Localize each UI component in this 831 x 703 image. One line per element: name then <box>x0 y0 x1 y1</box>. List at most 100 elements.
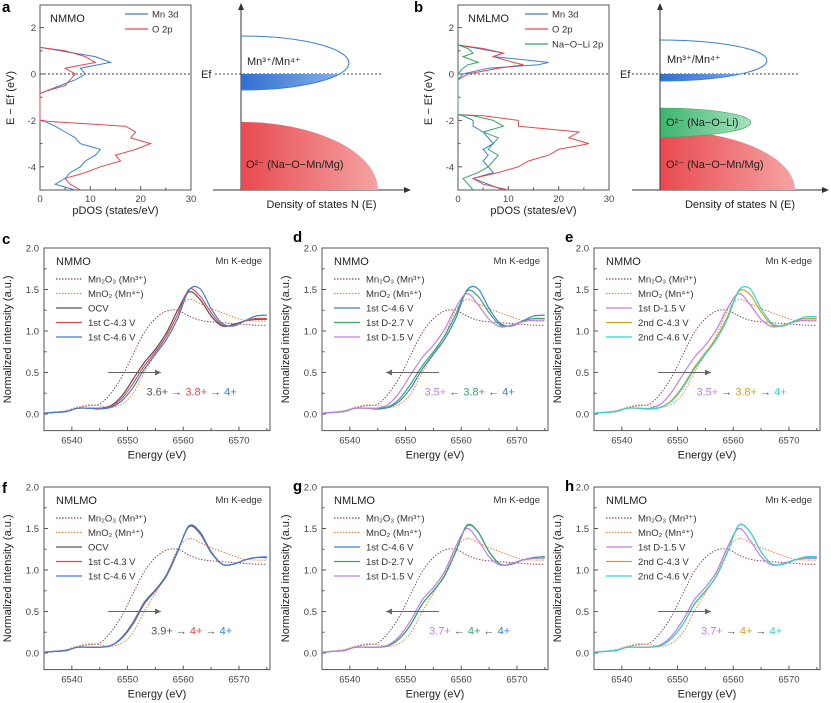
arrowhead-icon <box>386 369 393 376</box>
legend-label: 1st D-2.7 V <box>366 318 414 329</box>
x-tick-label: 6550 <box>117 436 138 447</box>
material-label: NMMO <box>606 256 641 268</box>
series-line-o2p <box>457 44 590 191</box>
y-tick-label: -4 <box>28 162 36 173</box>
xanes-panel-f: 0.0 0.5 1.0 1.5 2.0 6540 6550 6560 6570 Energy (e… <box>2 483 271 701</box>
oxidation-state: 4+ <box>770 626 783 638</box>
y-tick-label: 2.0 <box>304 244 317 255</box>
oxidation-state: 4+ <box>468 626 481 638</box>
y-tick-label: 2.0 <box>576 244 589 255</box>
legend-label: 2nd C-4.6 V <box>638 572 689 583</box>
y-tick-label: 2.0 <box>26 483 39 494</box>
y-tick-label: 0.0 <box>304 649 317 660</box>
band-label: O²⁻ (Na−O−Li) <box>666 117 738 129</box>
oxidation-state: → <box>168 387 185 399</box>
y-axis-title: E − Ef (eV) <box>5 71 17 125</box>
edge-label: Mn K-edge <box>494 495 540 506</box>
oxidation-state: ← <box>451 626 468 638</box>
y-tick-label: 2 <box>449 23 454 34</box>
y-axis-title: E − Ef (eV) <box>423 71 435 125</box>
legend-label: MnO₂ (Mn⁴⁺) <box>366 528 422 539</box>
oxidation-state-sequence: 3.6+ → 3.8+ → 4+ <box>146 387 236 399</box>
legend-label: 1st C-4.3 V <box>88 318 136 329</box>
x-axis-title: Energy (eV) <box>406 450 465 462</box>
x-tick-label: 6550 <box>667 436 688 447</box>
y-tick-label: 1.5 <box>576 285 589 296</box>
legend-label: Mn₂O₃ (Mn³⁺) <box>366 275 424 286</box>
x-axis-title: Energy (eV) <box>128 689 187 701</box>
x-axis-title: Energy (eV) <box>406 689 465 701</box>
legend-label: OCV <box>88 304 109 315</box>
arrowhead-icon <box>404 187 411 193</box>
x-tick-label: 6560 <box>723 675 744 686</box>
legend-label: 1st C-4.6 V <box>88 333 136 344</box>
band-label: Mn³⁺/Mn⁴⁺ <box>247 56 301 68</box>
y-tick-label: 1.0 <box>304 327 317 338</box>
edge-label: Mn K-edge <box>216 495 262 506</box>
legend-label: Mn₂O₃ (Mn³⁺) <box>88 275 146 286</box>
oxidation-state: → <box>757 387 774 399</box>
y-tick-label: -2 <box>28 116 36 127</box>
legend-label: 1st D-1.5 V <box>638 543 686 554</box>
plot-frame <box>593 247 821 432</box>
edge-label: Mn K-edge <box>216 256 262 267</box>
series-line-blue <box>43 285 267 414</box>
plot-frame <box>321 486 549 671</box>
x-axis-title: Energy (eV) <box>678 450 737 462</box>
x-tick-label: 6540 <box>339 436 360 447</box>
legend-label: 1st D-2.7 V <box>366 557 414 568</box>
legend-label: Mn₂O₃ (Mn³⁺) <box>638 275 696 286</box>
band-label: Mn³⁺/Mn⁴⁺ <box>667 54 721 66</box>
material-label: NMLMO <box>468 13 509 25</box>
xanes-panel-e: 0.0 0.5 1.0 1.5 2.0 6540 6550 6560 6570 Energy (e… <box>552 244 821 462</box>
x-tick-label: 6570 <box>228 436 249 447</box>
oxidation-state-sequence: 3.7+ ← 4+ ← 4+ <box>429 626 510 638</box>
edge-label: Mn K-edge <box>766 495 812 506</box>
band-o2-na-o-li <box>659 107 752 138</box>
x-tick-label: 0 <box>455 194 460 205</box>
series-line-blue <box>43 524 267 653</box>
x-tick-label: 10 <box>503 194 514 205</box>
legend-label: 2nd C-4.3 V <box>638 557 689 568</box>
y-axis-title: Normalized intensity (a.u.) <box>552 275 564 403</box>
y-tick-label: 1.0 <box>576 327 589 338</box>
fermi-level-label: Ef <box>201 69 212 81</box>
plot-frame <box>457 4 610 191</box>
y-tick-label: 1.5 <box>576 524 589 535</box>
x-tick-label: 6570 <box>778 436 799 447</box>
band-mn3-mn4 <box>659 39 768 82</box>
y-tick-label: 0.5 <box>576 368 589 379</box>
oxidation-state: 3.7+ <box>429 626 451 638</box>
x-tick-label: 6560 <box>723 436 744 447</box>
plot-frame <box>593 486 821 671</box>
legend-label: 1st C-4.3 V <box>88 557 136 568</box>
band-o2-na-o-mn-mg <box>660 130 795 190</box>
material-label: NMLMO <box>334 495 375 507</box>
x-tick-label: 6540 <box>611 436 632 447</box>
y-tick-label: 0 <box>31 70 36 81</box>
legend-label: Mn₂O₃ (Mn³⁺) <box>88 514 146 525</box>
y-tick-label: 0 <box>449 70 454 81</box>
dos-schematic-a: Density of states N (E) Ef Mn³⁺/Mn⁴⁺ O²⁻ (N… <box>201 3 411 211</box>
oxidation-state: → <box>202 626 219 638</box>
schematic-x-title: Density of states N (E) <box>685 199 795 211</box>
y-tick-label: 0.5 <box>304 607 317 618</box>
band-mn3-mn4 <box>240 35 350 91</box>
oxidation-state-sequence: 3.9+ → 4+ → 4+ <box>151 626 232 638</box>
xanes-panel-g: 0.0 0.5 1.0 1.5 2.0 6540 6550 6560 6570 Energy (e… <box>280 483 549 701</box>
legend-label: 1st D-1.5 V <box>366 572 414 583</box>
panel-letter-e: e <box>565 229 573 246</box>
oxidation-state: → <box>207 387 224 399</box>
oxidation-state: 3.9+ <box>151 626 173 638</box>
series-line-naoli <box>457 44 505 191</box>
panel-letter-c: c <box>2 231 10 248</box>
legend-label: MnO₂ (Mn⁴⁺) <box>366 289 422 300</box>
legend-label: O 2p <box>152 25 173 36</box>
panel-letter-d: d <box>293 229 302 246</box>
y-tick-label: 1.5 <box>26 524 39 535</box>
legend-label: 1st D-1.5 V <box>366 333 414 344</box>
series-line-violet <box>321 527 545 653</box>
y-tick-label: 2.0 <box>576 483 589 494</box>
x-axis-title: Energy (eV) <box>128 450 187 462</box>
